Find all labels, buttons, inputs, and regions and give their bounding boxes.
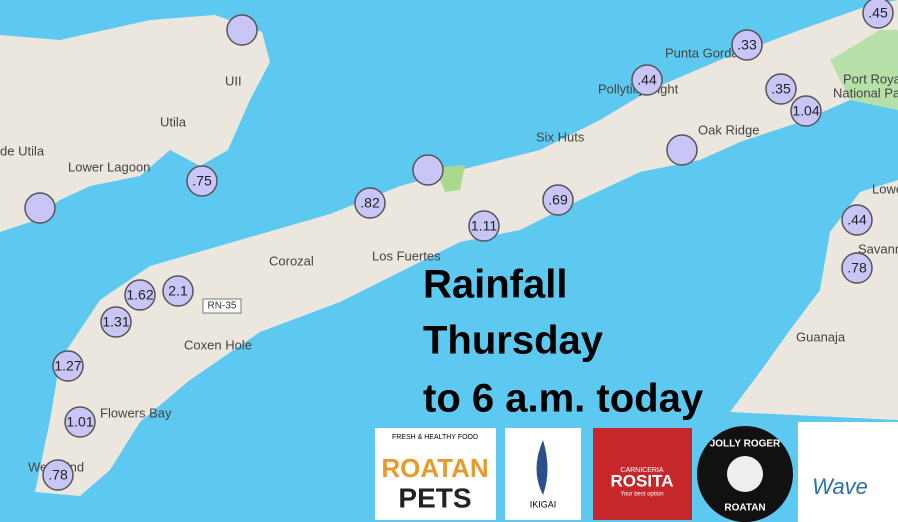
place: Los Fuertes: [372, 248, 441, 263]
road-shield: [202, 298, 242, 314]
marker: [790, 95, 822, 127]
marker: [731, 29, 763, 61]
skull: [727, 456, 763, 492]
place: de Utila: [0, 143, 45, 158]
marker-label: .78: [48, 467, 68, 483]
rain-markers: .45 .33 .44 .351.04 .75 .82 .69 1.11 .44 .78 1.62 2…: [42, 0, 894, 491]
logo-box: [798, 422, 898, 522]
logo-box: [375, 428, 496, 520]
roatan-island: [35, 0, 898, 496]
logo-text: Your best option: [620, 492, 663, 498]
marker: [162, 275, 194, 307]
logo-text: ROATAN: [381, 453, 488, 483]
marker: [42, 459, 74, 491]
place: Lower: [872, 181, 898, 196]
title-line: to 6 a.m. today: [423, 377, 704, 421]
road-label: RN-35: [208, 301, 237, 312]
marker: [666, 134, 698, 166]
place: UII: [225, 73, 242, 88]
logo-text: CARNICERIA: [620, 467, 664, 474]
marker-label: .75: [192, 173, 212, 189]
logo-box: [593, 428, 692, 520]
marker-label: .33: [737, 37, 757, 53]
place: Flowers Bay: [100, 405, 172, 420]
marker: [24, 192, 56, 224]
marker-label: 2.1: [168, 283, 188, 299]
logo-text: FRESH & HEALTHY FOOD: [392, 434, 478, 441]
marker: [862, 0, 894, 29]
place: Corozal: [269, 253, 314, 268]
marker-label: .44: [847, 212, 867, 228]
place: Lower Lagoon: [68, 159, 150, 174]
marker: [64, 406, 96, 438]
place: Utila: [160, 114, 187, 129]
sponsors: FRESH & HEALTHY FOOD ROATAN PETS IKIGAI …: [375, 422, 898, 522]
marker: [124, 279, 156, 311]
place: Coxen Hole: [184, 337, 252, 352]
marker: [765, 73, 797, 105]
logo-text: PETS: [398, 482, 471, 513]
marker: [186, 165, 218, 197]
marker: [354, 187, 386, 219]
utila-island: [0, 15, 270, 232]
place-labels: UII Utila de Utila Lower Lagoon Punta Go…: [0, 45, 898, 474]
marker-label: 1.01: [66, 414, 93, 430]
marker-label: 1.11: [471, 218, 497, 234]
logo-text: ROATAN: [724, 503, 765, 514]
place: Savanna: [858, 241, 898, 256]
marker: [631, 64, 663, 96]
marker-label: .35: [771, 81, 791, 97]
feather: [536, 440, 548, 495]
logo-text: Wave: [812, 474, 868, 499]
place: Punta Gorda: [665, 45, 739, 60]
place: Six Huts: [536, 129, 585, 144]
title-line: Rainfall: [423, 263, 567, 307]
place: Oak Ridge: [698, 122, 759, 137]
logo-text: JOLLY ROGER: [710, 439, 781, 450]
marker: [468, 210, 500, 242]
logo-text: ROSITA: [611, 471, 674, 490]
park: [830, 30, 898, 110]
marker: [52, 350, 84, 382]
marker-label: 1.27: [54, 358, 81, 374]
marker-label: 1.31: [102, 314, 129, 330]
place: Guanaja: [796, 329, 846, 344]
marker: [542, 184, 574, 216]
guanaja-island: [730, 180, 898, 420]
marker-label: .82: [360, 195, 380, 211]
marker-label: .44: [637, 72, 657, 88]
marker: [841, 204, 873, 236]
marker: [226, 14, 258, 46]
marker-label: .45: [868, 5, 888, 21]
marker: [841, 252, 873, 284]
marker-label: .69: [548, 192, 568, 208]
marker: [100, 306, 132, 338]
marker-label: 1.04: [792, 103, 819, 119]
empty-markers: [24, 14, 698, 224]
marker-label: 1.62: [126, 287, 153, 303]
marker: [412, 154, 444, 186]
place: Port Royal: [843, 71, 898, 86]
marker-label: .78: [847, 260, 867, 276]
title-line: Thursday: [423, 319, 604, 363]
place: National Park: [833, 85, 898, 100]
logo-text: IKIGAI: [530, 499, 557, 509]
